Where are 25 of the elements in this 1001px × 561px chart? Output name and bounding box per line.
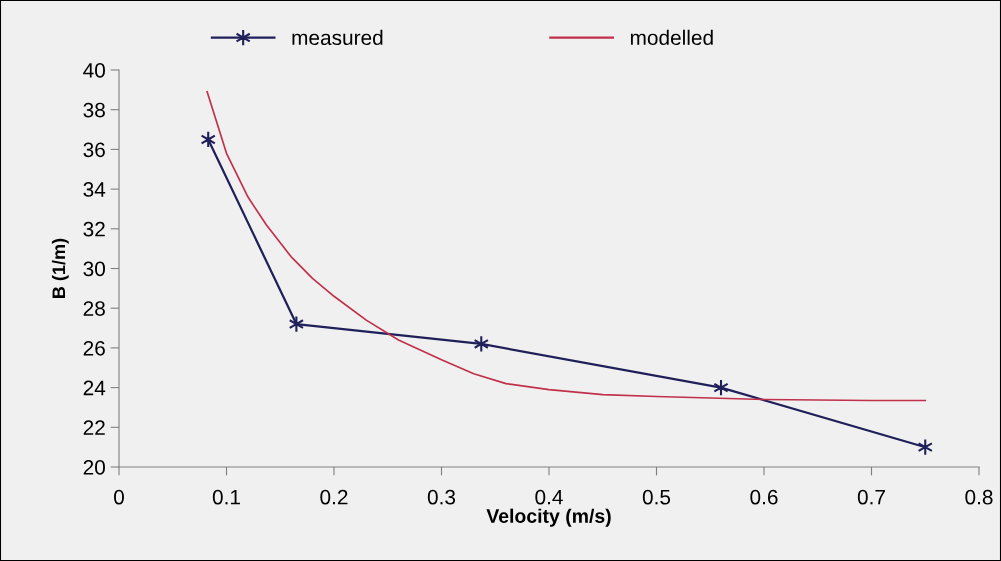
y-tick-label: 28 [83,301,105,316]
x-axis-title: Velocity (m/s) [486,508,611,527]
legend-label: modelled [630,29,713,46]
x-tick-label: 0.3 [427,489,456,505]
x-tick-label: 0.4 [535,489,563,505]
y-tick-label: 32 [83,221,105,237]
x-tick-label: 0.6 [750,489,778,505]
y-axis-title: B (1/m) [51,238,69,298]
y-tick-label: 38 [83,102,105,118]
y-tick-label: 22 [83,420,105,435]
y-tick-label: 34 [83,182,106,197]
x-tick-label: 0.8 [965,489,993,505]
x-tick-label: 0.1 [212,489,240,505]
y-tick-label: 20 [83,460,105,475]
line-series [206,90,927,402]
y-tick-label: 30 [83,261,105,277]
y-tick-label: 24 [83,380,106,396]
legend-label: measured [292,29,383,46]
y-tick-label: 36 [83,142,105,158]
x-tick-label: 0.7 [857,489,885,505]
x-tick-label: 0.5 [642,489,671,505]
y-tick-label: 26 [83,340,105,356]
x-tick-label: 0.2 [320,489,348,505]
x-tick-label: 0 [114,489,124,505]
y-tick-label: 40 [83,63,105,78]
